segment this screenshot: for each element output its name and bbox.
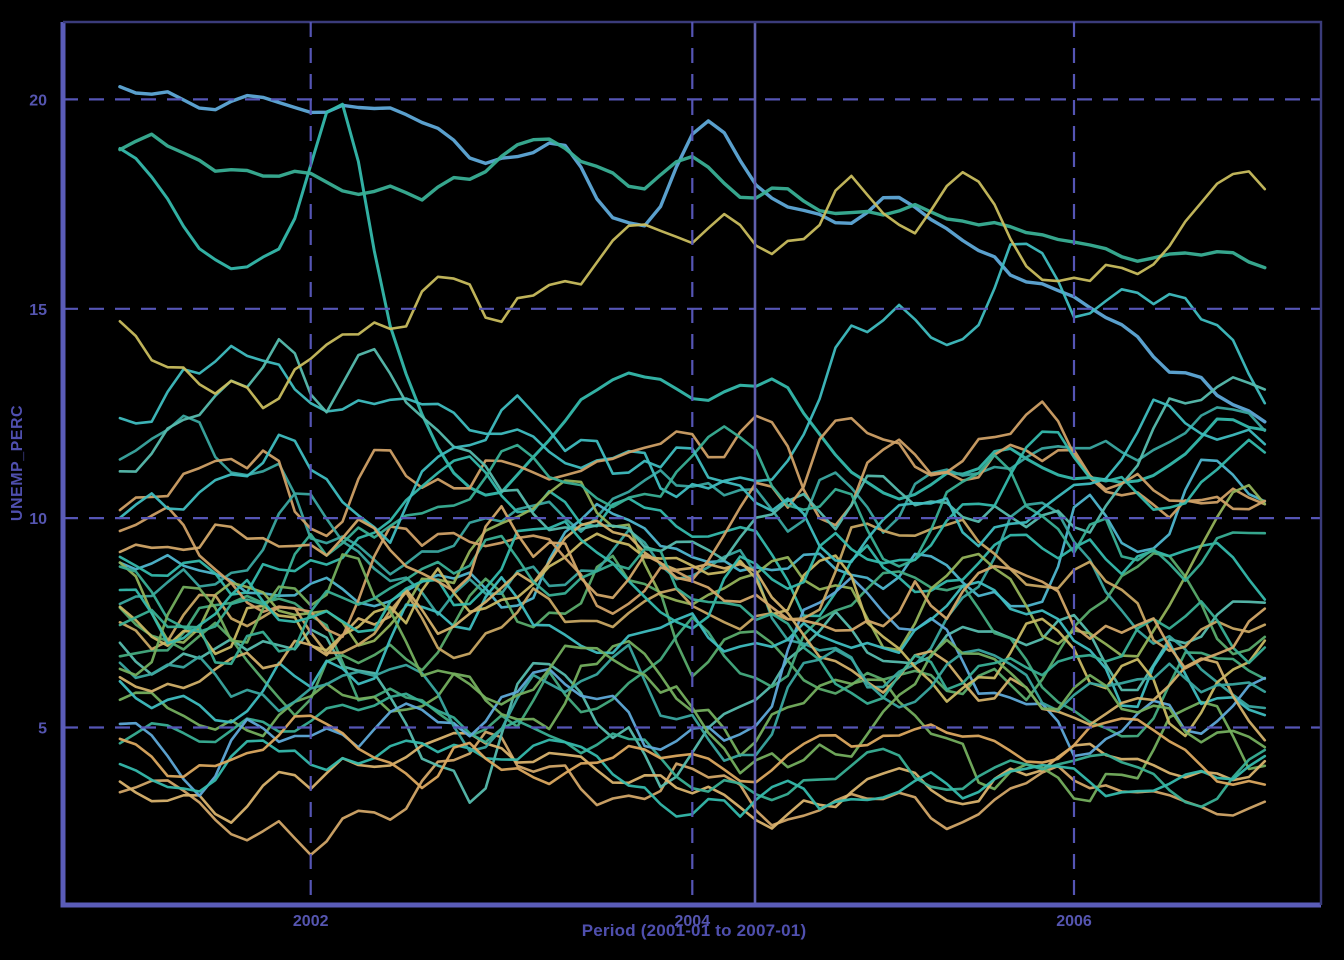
svg-text:2006: 2006 — [1056, 913, 1092, 930]
svg-text:10: 10 — [29, 511, 47, 528]
svg-text:15: 15 — [29, 302, 47, 319]
svg-text:2002: 2002 — [293, 913, 329, 930]
svg-text:Period (2001-01 to 2007-01): Period (2001-01 to 2007-01) — [582, 921, 807, 940]
svg-text:5: 5 — [38, 721, 47, 738]
svg-text:20: 20 — [29, 92, 47, 109]
svg-text:UNEMP_PERC: UNEMP_PERC — [9, 405, 26, 521]
